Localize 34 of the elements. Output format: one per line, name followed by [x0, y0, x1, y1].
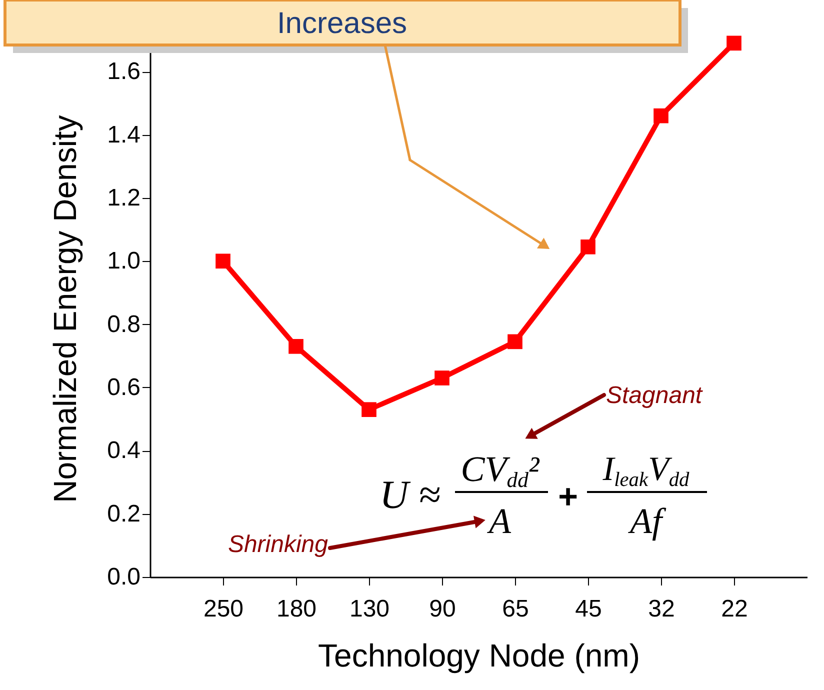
annotation: Stagnant: [606, 382, 704, 409]
point: [508, 334, 522, 350]
point: [288, 338, 304, 354]
annotation: U ≈: [380, 472, 440, 517]
point: [362, 402, 376, 417]
point: [580, 239, 596, 254]
text: Increases: [276, 7, 408, 40]
x-tick-label: 90: [429, 596, 456, 622]
y-tick-label: 1.4: [107, 121, 140, 148]
annotation: Af: [628, 501, 667, 541]
x-tick-label: 65: [502, 596, 529, 622]
annotation: Shrinking: [228, 531, 329, 558]
annotation: +: [558, 478, 578, 516]
annotation: A: [487, 501, 512, 541]
y-tick-label: 1.2: [107, 184, 140, 212]
y-tick-label: 1.0: [107, 248, 140, 275]
x-tick-label: 180: [276, 596, 317, 622]
x-tick-label: 32: [648, 596, 675, 622]
y-axis-title: Normalized Energy Density: [47, 115, 84, 503]
x-tick-label: 250: [203, 596, 244, 622]
x-tick-label: 22: [721, 596, 748, 622]
y-tick-label: 0.2: [107, 500, 140, 528]
x-tick-label: 45: [575, 596, 602, 622]
y-tick-label: 0.6: [107, 374, 140, 401]
point: [434, 370, 450, 386]
y-tick-label: 0.0: [107, 564, 140, 590]
y-tick-label: 1.6: [107, 58, 140, 86]
x-tick-label: 130: [349, 596, 390, 622]
point: [726, 36, 742, 51]
x-axis-title: Technology Node (nm): [318, 638, 640, 674]
y-tick-label: 0.4: [107, 437, 140, 464]
point: [216, 254, 230, 269]
y-tick-label: 0.8: [107, 310, 140, 338]
point: [654, 108, 668, 124]
